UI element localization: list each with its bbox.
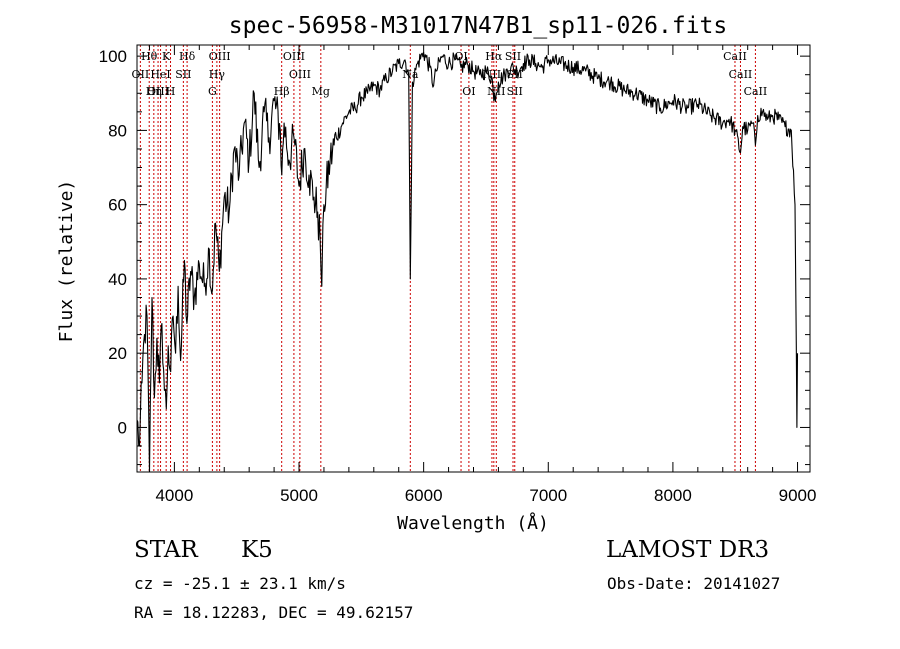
line-marker-label: OIII — [283, 50, 305, 63]
line-marker-label: SII — [507, 85, 523, 98]
line-marker-label: Hθ — [141, 50, 158, 63]
chart-title: spec-56958-M31017N47B1_sp11-026.fits — [229, 13, 728, 39]
y-tick-label: 20 — [108, 344, 127, 363]
line-marker-label: CaII — [744, 85, 768, 98]
line-marker-label: G — [208, 85, 217, 98]
x-tick-label: 5000 — [280, 486, 318, 505]
x-tick-label: 7000 — [529, 486, 567, 505]
line-marker-label: H — [166, 85, 176, 98]
y-tick-label: 40 — [108, 270, 127, 289]
redshift-info: cz = -25.1 ± 23.1 km/s — [134, 574, 346, 593]
x-axis: 4000 5000 6000 7000 8000 9000 — [148, 45, 817, 505]
line-marker-label: Hγ — [209, 68, 226, 81]
obs-date-info: Obs-Date: 20141027 — [607, 574, 781, 593]
line-marker-label: Hα — [485, 50, 503, 63]
y-tick-label: 80 — [108, 121, 127, 140]
x-tick-label: 4000 — [155, 486, 193, 505]
line-marker-label: K — [162, 50, 171, 63]
line-marker-label: Mg — [312, 85, 330, 98]
y-axis: 0 20 40 60 80 100 — [99, 47, 810, 466]
object-class: STAR — [134, 537, 198, 563]
survey-name: LAMOST DR3 — [606, 537, 770, 563]
line-marker-label: Na — [402, 68, 419, 81]
y-tick-label: 100 — [99, 47, 127, 66]
x-tick-label: 8000 — [654, 486, 692, 505]
y-tick-label: 0 — [118, 418, 127, 437]
x-tick-label: 6000 — [405, 486, 443, 505]
line-marker-label: Hδ — [179, 50, 196, 63]
line-marker-label: CaII — [723, 50, 747, 63]
line-marker-label: NII — [487, 85, 505, 98]
y-axis-label: Flux (relative) — [56, 180, 77, 343]
coordinates-info: RA = 18.12283, DEC = 49.62157 — [134, 603, 414, 622]
line-marker-label: Hβ — [274, 85, 290, 98]
line-marker-label: OIII — [147, 85, 169, 98]
y-tick-label: 60 — [108, 196, 127, 215]
x-tick-label: 9000 — [779, 486, 817, 505]
x-axis-label: Wavelength (Å) — [397, 512, 549, 534]
spectrum-line — [136, 51, 799, 473]
line-marker-label: SII — [175, 68, 191, 81]
line-marker-label: SII — [505, 50, 521, 63]
line-marker-label: OI — [462, 85, 475, 98]
object-subclass: K5 — [241, 537, 273, 563]
line-marker-label: OIII — [289, 68, 311, 81]
line-marker-label: Hη — [146, 85, 162, 98]
line-marker-label: CaII — [729, 68, 753, 81]
line-marker-label: OIII — [209, 50, 231, 63]
line-marker-label: HeI — [150, 68, 170, 81]
